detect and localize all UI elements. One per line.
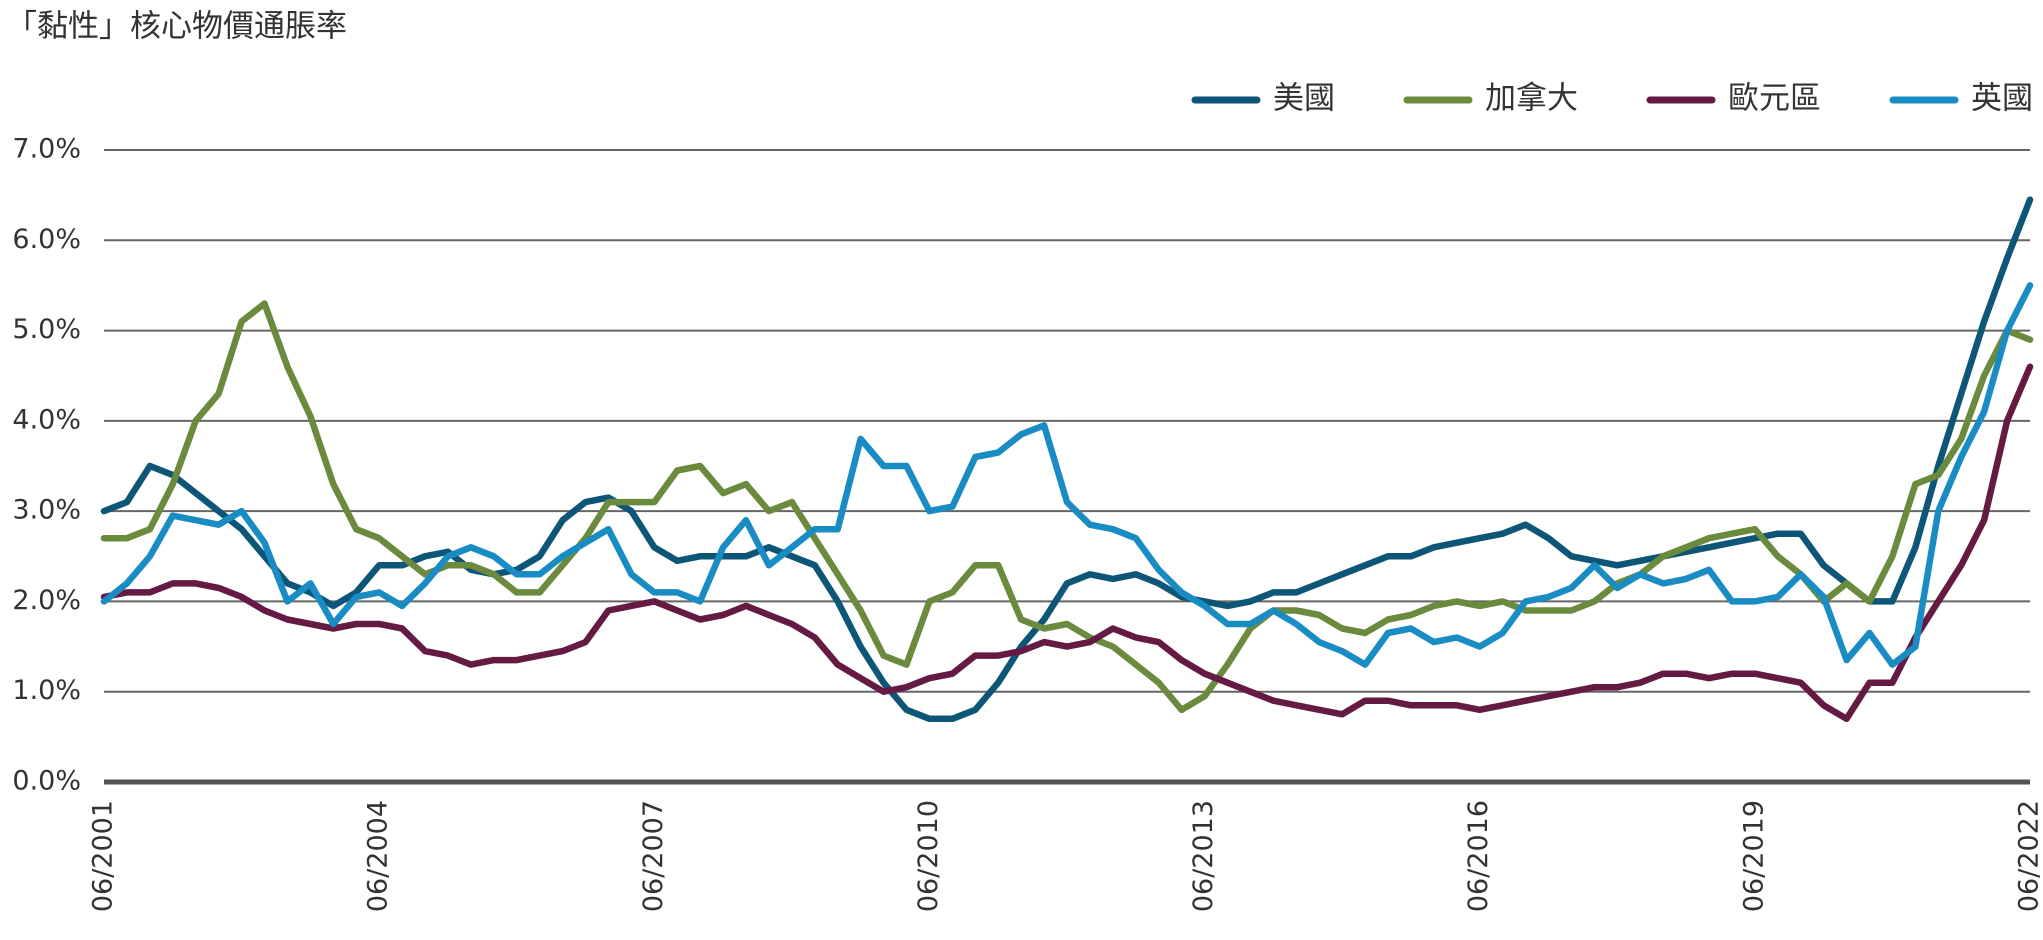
y-tick-label: 4.0% [12, 404, 81, 435]
x-tick-label: 06/2004 [363, 800, 394, 912]
series-line [100, 196, 2034, 723]
chart-title: 「黏性」核心物價通脹率 [6, 9, 347, 45]
legend-label: 美國 [1273, 81, 1335, 117]
x-tick-label: 06/2013 [1188, 800, 1219, 912]
y-tick-label: 6.0% [12, 224, 81, 255]
series-line [100, 282, 2034, 668]
y-tick-label: 1.0% [12, 675, 81, 706]
y-tick-label: 2.0% [12, 585, 81, 616]
grid [104, 149, 2030, 785]
legend-label: 英國 [1971, 81, 2033, 117]
y-tick-label: 0.0% [12, 766, 81, 797]
x-tick-label: 06/2010 [913, 800, 944, 912]
legend-label: 加拿大 [1485, 81, 1578, 117]
x-tick-label: 06/2022 [2014, 800, 2043, 912]
x-tick-label: 06/2001 [88, 800, 119, 912]
series-line [100, 300, 2034, 714]
legend-label: 歐元區 [1728, 81, 1821, 117]
x-tick-label: 06/2019 [1738, 800, 1769, 912]
plot [100, 196, 2034, 723]
series-line [100, 363, 2034, 723]
y-tick-label: 3.0% [12, 495, 81, 526]
y-tick-label: 7.0% [12, 134, 81, 165]
x-tick-label: 06/2016 [1463, 800, 1494, 912]
y-tick-label: 5.0% [12, 314, 81, 345]
x-tick-label: 06/2007 [638, 800, 669, 912]
